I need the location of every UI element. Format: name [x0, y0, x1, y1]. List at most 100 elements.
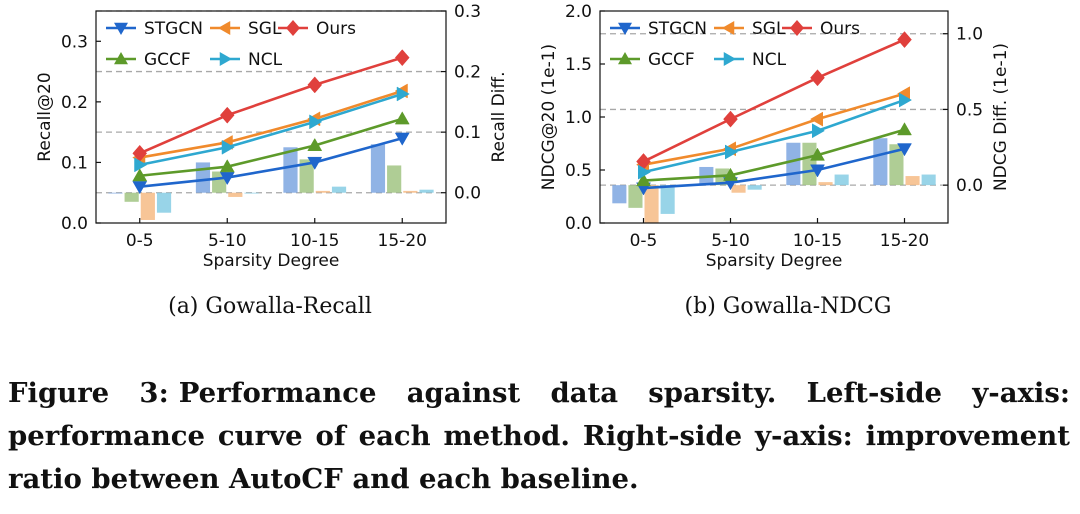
point-stgcn [810, 164, 825, 178]
bar-ncl [747, 185, 762, 190]
figure-caption-text: Performance against data sparsity. Left-… [8, 377, 1070, 495]
point-ncl [638, 164, 652, 180]
point-ncl [812, 123, 826, 139]
bar-sgl [403, 190, 418, 193]
bar-stgcn [786, 142, 801, 186]
y2-axis-label: NDCG Diff. (1e-1) [991, 43, 1011, 191]
point-gccf [132, 168, 148, 182]
bar-ncl [331, 186, 347, 193]
y-tick-label: 1.0 [565, 108, 592, 128]
point-ours [219, 106, 235, 124]
point-ncl [134, 157, 148, 173]
legend-label-gccf: GCCF [648, 50, 695, 70]
point-ncl [221, 139, 235, 155]
point-gccf [307, 137, 323, 151]
point-ours [394, 49, 410, 67]
x-tick-label: 15-20 [880, 231, 929, 251]
point-gccf [897, 122, 912, 136]
legend-label-ncl: NCL [752, 50, 787, 70]
legend-label-stgcn: STGCN [144, 19, 203, 39]
point-gccf [636, 173, 651, 187]
point-ours [810, 69, 825, 87]
bar-stgcn [108, 192, 123, 194]
y2-tick-label: 0.0 [454, 184, 481, 204]
legend-marker-ours [790, 19, 804, 37]
point-sgl [809, 111, 823, 127]
legend-label-ours: Ours [316, 19, 356, 39]
x-axis-label: Sparsity Degree [706, 251, 843, 271]
bar-stgcn [283, 147, 298, 193]
legend-label-sgl: SGL [752, 19, 786, 39]
y-tick-label: 0.5 [565, 161, 592, 181]
bar-ncl [156, 192, 172, 213]
chart-gowalla-ndcg: 0.0 0.5 1.0 1.5 2.0 0.0 0.5 1.0 0-5 5-10 10-15 15-2… [539, 2, 1011, 271]
legend-marker-stgcn [114, 22, 128, 35]
x-tick-label: 0-5 [126, 231, 154, 251]
bar-gccf [889, 144, 904, 186]
bar-gccf [299, 159, 314, 193]
point-ours [897, 31, 912, 49]
y2-tick-label: 0.2 [454, 63, 481, 83]
x-tick-label: 5-10 [208, 231, 247, 251]
y-tick-label: 0.1 [61, 153, 88, 173]
figure-charts: 0.0 0.1 0.2 0.3 0.0 0.1 0.2 0.3 0-5 5-10 10-15 15-2… [35, 2, 1011, 271]
plot-frame [95, 10, 447, 224]
legend-label-ours: Ours [820, 19, 860, 39]
point-ncl [309, 114, 323, 130]
y2-tick-label: 0.0 [956, 176, 983, 196]
x-tick-label: 10-15 [290, 231, 339, 251]
y2-tick-label: 0.5 [956, 100, 983, 120]
legend-label-sgl: SGL [248, 19, 282, 39]
point-stgcn [219, 172, 235, 186]
legend-label-stgcn: STGCN [648, 19, 707, 39]
figure-caption-label: Figure 3: [8, 377, 169, 409]
point-stgcn [897, 143, 912, 157]
legend-marker-gccf [114, 52, 128, 65]
line-ncl [139, 92, 403, 167]
point-gccf [394, 111, 410, 125]
line-sgl [139, 89, 403, 159]
bar-gccf [124, 192, 139, 202]
bar-sgl [905, 176, 920, 186]
y-tick-label: 0.0 [565, 214, 592, 234]
bar-gccf [387, 165, 402, 193]
bar-ncl [244, 192, 259, 194]
x-axis-label: Sparsity Degree [203, 251, 340, 271]
y2-axis-label: Recall Diff. [489, 71, 509, 162]
bar-stgcn [370, 144, 386, 193]
legend-marker-gccf [618, 52, 632, 65]
bar-stgcn [612, 185, 627, 204]
bar-sgl [228, 192, 243, 197]
line-ours [139, 56, 403, 155]
subcaption-a: (a) Gowalla-Recall [168, 294, 372, 319]
point-ncl [899, 92, 913, 108]
point-ncl [396, 86, 410, 102]
line-stgcn [139, 136, 403, 188]
line-stgcn [643, 147, 905, 190]
bar-ncl [660, 185, 675, 214]
x-tick-label: 15-20 [378, 231, 427, 251]
subcaption-b: (b) Gowalla-NDCG [684, 294, 892, 319]
bar-ncl [834, 174, 849, 186]
bar-stgcn [873, 138, 888, 186]
x-tick-label: 5-10 [711, 231, 750, 251]
legend-label-gccf: GCCF [144, 50, 191, 70]
point-ncl [725, 144, 739, 160]
bar-sgl [731, 185, 746, 193]
legend-marker-stgcn [618, 22, 632, 35]
line-ncl [643, 98, 905, 174]
y-tick-label: 0.3 [61, 32, 88, 52]
y-axis-label: NDCG@20 (1e-1) [539, 44, 559, 190]
y-tick-label: 0.2 [61, 93, 88, 113]
bar-stgcn [195, 162, 211, 193]
point-stgcn [132, 181, 148, 195]
y2-tick-label: 0.1 [454, 123, 481, 143]
line-sgl [643, 92, 905, 166]
y-axis-label: Recall@20 [35, 72, 55, 161]
line-gccf [139, 117, 403, 178]
x-tick-label: 0-5 [630, 231, 658, 251]
legend-marker-sgl [218, 21, 231, 35]
bar-sgl [140, 192, 155, 220]
bar-ncl [419, 189, 434, 193]
bar-sgl [818, 182, 833, 186]
